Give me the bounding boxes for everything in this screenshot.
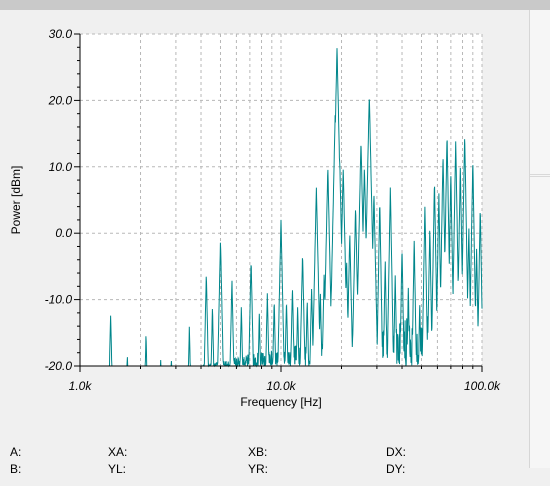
marker-readout: A: XA: XB: DX: B: YL: YR: DY: — [0, 445, 529, 486]
x-axis-ticks: 1.0k 10.0k 100.0k — [69, 366, 501, 393]
spectrum-chart: 30.0 20.0 10.0 0.0 -10.0 -20.0 1.0k 10.0k 100.0… — [9, 27, 501, 409]
readout-yl-label: YL: — [108, 462, 127, 476]
y-tick-label: -20.0 — [45, 359, 73, 373]
readout-dy-label: DY: — [386, 462, 406, 476]
side-pane-divider — [530, 174, 550, 175]
chart-panel: 30.0 20.0 10.0 0.0 -10.0 -20.0 1.0k 10.0k 100.0… — [0, 10, 529, 476]
y-tick-label: 20.0 — [48, 93, 73, 107]
x-tick-label: 10.0k — [266, 379, 296, 393]
y-axis-ticks: 30.0 20.0 10.0 0.0 -10.0 -20.0 — [45, 27, 80, 373]
readout-b-label: B: — [10, 462, 22, 476]
readout-xb-label: XB: — [248, 445, 268, 459]
y-tick-label: 30.0 — [49, 27, 73, 41]
x-tick-label: 100.0k — [464, 379, 501, 393]
side-pane — [529, 10, 550, 468]
window-top-strip — [0, 0, 550, 10]
readout-dx-label: DX: — [386, 445, 407, 459]
y-tick-label: 10.0 — [49, 160, 73, 174]
y-tick-label: -10.0 — [45, 293, 73, 307]
readout-xa-label: XA: — [108, 445, 128, 459]
side-pane-divider — [530, 176, 550, 177]
y-tick-label: 0.0 — [55, 226, 72, 240]
readout-yr-label: YR: — [248, 462, 269, 476]
x-tick-label: 1.0k — [69, 379, 93, 393]
readout-a-label: A: — [10, 445, 22, 459]
x-axis-title: Frequency [Hz] — [240, 395, 321, 409]
y-axis-title: Power [dBm] — [9, 166, 23, 235]
